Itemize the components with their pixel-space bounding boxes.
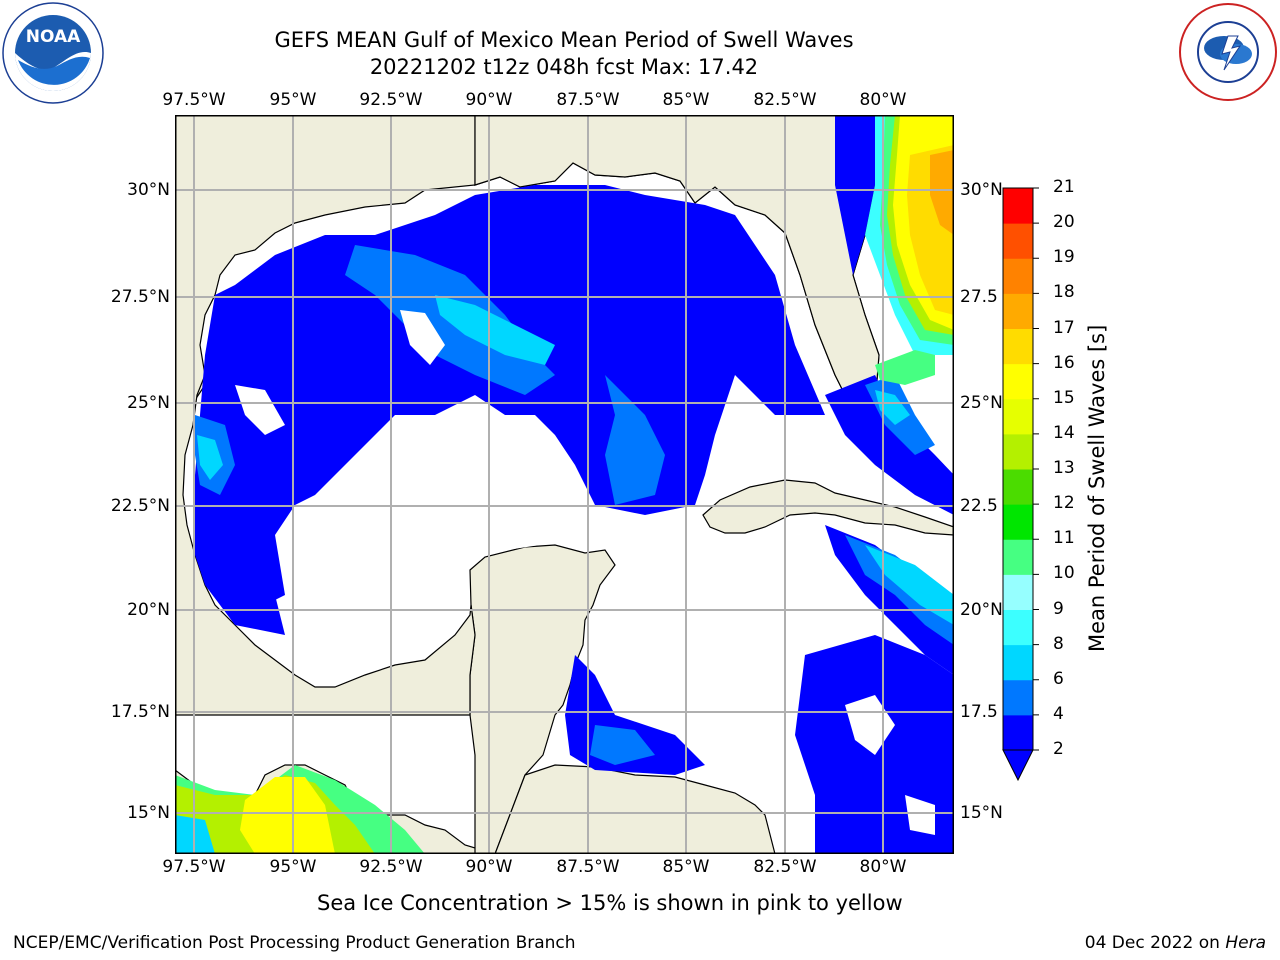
colorbar-tick-label: 16 (1053, 352, 1075, 373)
colorbar-tick-label: 18 (1053, 282, 1075, 303)
lon-label-top: 85°W (662, 90, 710, 110)
lon-label-bottom: 85°W (662, 857, 710, 877)
mexico-mainland (175, 115, 476, 716)
colorbar-tick-label: 15 (1053, 387, 1075, 408)
colorbar-swatch (1003, 188, 1033, 224)
lat-label-left: 17.5°N (110, 702, 170, 722)
lon-label-bottom: 90°W (465, 857, 513, 877)
lon-label-bottom: 80°W (859, 857, 907, 877)
lon-label-top: 87.5°W (556, 90, 620, 110)
lon-label-bottom: 92.5°W (359, 857, 423, 877)
lon-label-top: 95°W (269, 90, 317, 110)
colorbar-tick-label: 19 (1053, 247, 1075, 268)
lat-label-left: 22.5°N (110, 496, 170, 516)
footer-host: Hera (1225, 933, 1266, 953)
colorbar-swatch (1003, 714, 1033, 751)
colorbar-tick-label: 8 (1053, 633, 1064, 654)
lat-label-left: 15°N (127, 803, 170, 823)
nws-logo (1178, 2, 1278, 102)
map-gridlines (175, 115, 954, 854)
colorbar-swatch (1003, 223, 1033, 259)
lat-label-left: 20°N (127, 600, 170, 620)
lon-label-top: 90°W (465, 90, 513, 110)
sea-ice-caption: Sea Ice Concentration > 15% is shown in … (317, 891, 903, 915)
colorbar-tick-label: 2 (1053, 739, 1064, 759)
noaa-logo-graphic (2, 2, 104, 104)
colorbar-swatch (1003, 469, 1033, 505)
footer-date: 04 Dec 2022 on (1084, 933, 1226, 953)
colorbar-swatch (1003, 398, 1033, 435)
colorbar-tick-label: 4 (1053, 703, 1064, 724)
colorbar-tick-label: 21 (1053, 177, 1075, 197)
lon-label-bottom: 82.5°W (753, 857, 817, 877)
cuba-island (702, 479, 954, 536)
colorbar-swatch (1003, 258, 1033, 294)
colorbar-tick-label: 10 (1053, 563, 1075, 584)
swell-period-fills (175, 115, 954, 854)
colorbar-tick-label: 17 (1053, 317, 1075, 338)
lon-label-top: 82.5°W (753, 90, 817, 110)
lat-label-left: 30°N (127, 180, 170, 200)
colorbar-tick-label: 14 (1053, 422, 1075, 443)
lat-label-right: 17.5 (960, 702, 998, 722)
colorbar-title: Mean Period of Swell Waves [s] (1085, 324, 1109, 652)
colorbar-swatch (1003, 539, 1033, 575)
lon-label-bottom: 87.5°W (556, 857, 620, 877)
colorbar (1002, 187, 1039, 782)
lon-label-top: 92.5°W (359, 90, 423, 110)
footer-left: NCEP/EMC/Verification Post Processing Pr… (13, 933, 576, 953)
colorbar-tick-label: 11 (1053, 528, 1075, 549)
lon-label-top: 80°W (859, 90, 907, 110)
colorbar-tick-label: 20 (1053, 212, 1075, 233)
colorbar-swatch (1003, 609, 1033, 646)
lat-label-left: 25°N (127, 393, 170, 413)
chart-title-line2: 20221202 t12z 048h fcst Max: 17.42 (369, 55, 759, 79)
colorbar-tick-label: 12 (1053, 493, 1075, 514)
lon-label-bottom: 97.5°W (162, 857, 226, 877)
nws-logo-graphic (1179, 3, 1277, 101)
colorbar-tick-label: 9 (1053, 598, 1064, 619)
colorbar-swatch (1003, 574, 1033, 610)
lat-label-right: 30°N (960, 180, 1003, 200)
colorbar-tick-label: 6 (1053, 668, 1064, 689)
lat-label-right: 22.5 (960, 496, 998, 516)
map-panel (175, 115, 954, 854)
map-frame (175, 115, 954, 854)
noaa-logo: NOAA (2, 2, 104, 104)
noaa-logo-text: NOAA (25, 27, 81, 47)
lat-label-right: 20°N (960, 600, 1003, 620)
colorbar-swatch (1003, 363, 1033, 400)
lat-label-right: 27.5 (960, 287, 998, 307)
lon-label-top: 97.5°W (162, 90, 226, 110)
footer-right: 04 Dec 2022 on Hera (1085, 933, 1266, 953)
lat-label-right: 25°N (960, 393, 1003, 413)
colorbar-swatch (1003, 328, 1033, 365)
lat-label-right: 15°N (960, 803, 1003, 823)
colorbar-swatch (1003, 293, 1033, 329)
colorbar-tick-label: 13 (1053, 458, 1075, 478)
colorbar-swatch (1003, 644, 1033, 681)
colorbar-swatch (1003, 679, 1033, 716)
colorbar-swatch (1003, 433, 1033, 470)
lat-label-left: 27.5°N (110, 287, 170, 307)
colorbar-swatch (1003, 504, 1033, 540)
colorbar-extend-triangle (1002, 749, 1034, 782)
chart-title-line1: GEFS MEAN Gulf of Mexico Mean Period of … (274, 28, 854, 52)
central-america (494, 764, 776, 854)
lon-label-bottom: 95°W (269, 857, 317, 877)
